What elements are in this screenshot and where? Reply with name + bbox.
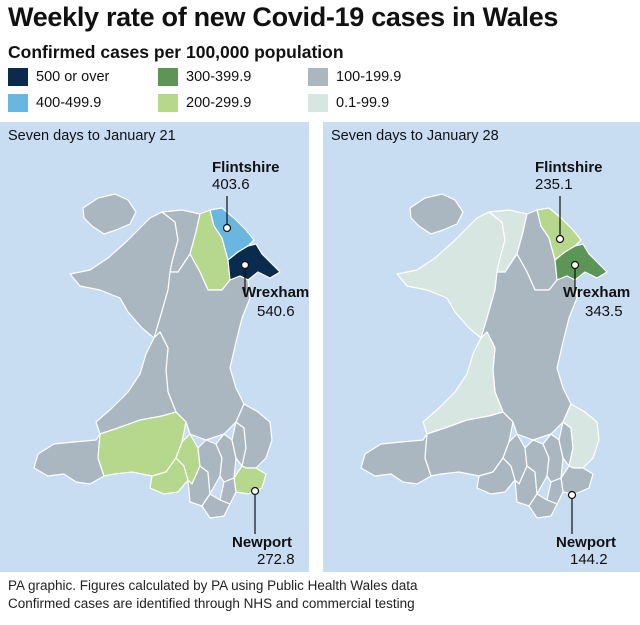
map-caption: Seven days to January 28: [331, 128, 499, 144]
callout-dot: [555, 234, 565, 244]
newport-value: 272.8: [257, 551, 295, 568]
flintshire-label: Flintshire: [535, 159, 603, 176]
legend-label: 500 or over: [36, 68, 110, 85]
legend-label: 100-199.9: [336, 68, 402, 85]
chart-title: Weekly rate of new Covid-19 cases in Wal…: [8, 2, 559, 32]
callout-dot: [222, 223, 232, 233]
wrexham-label: Wrexham: [242, 284, 310, 301]
region-anglesey: [409, 193, 464, 235]
newport-label: Newport: [556, 534, 616, 551]
map-caption: Seven days to January 21: [8, 128, 176, 144]
legend-item: 100-199.9: [308, 67, 458, 86]
source-line: Confirmed cases are identified through N…: [8, 596, 415, 611]
region-vale-of-glamorgan: [201, 493, 231, 519]
legend-swatch: [308, 67, 328, 86]
region-anglesey: [82, 193, 137, 235]
flintshire-value: 235.1: [535, 176, 573, 193]
flintshire-value: 403.6: [212, 176, 250, 193]
newport-value: 144.2: [570, 551, 608, 568]
callout-dot: [240, 260, 250, 270]
legend-swatch: [8, 67, 28, 86]
region-pembrokeshire: [33, 433, 105, 485]
region-cardiff: [546, 477, 564, 505]
legend-label: 0.1-99.9: [336, 94, 390, 111]
legend-label: 300-399.9: [186, 68, 252, 85]
newport-label: Newport: [232, 534, 292, 551]
region-monmouthshire: [562, 403, 600, 469]
wrexham-value: 343.5: [585, 303, 623, 320]
legend-swatch: [158, 93, 178, 112]
region-monmouthshire: [235, 403, 273, 469]
wrexham-value: 540.6: [257, 303, 295, 320]
legend-item: 200-299.9: [158, 93, 308, 112]
map-panel-january-21: Seven days to January 21: [0, 122, 309, 572]
wrexham-label: Wrexham: [563, 284, 631, 301]
region-vale-of-glamorgan: [528, 493, 558, 519]
legend-item: 400-499.9: [8, 93, 158, 112]
wales-map: [33, 193, 281, 534]
legend-item: 500 or over: [8, 67, 158, 86]
legend-swatch: [8, 93, 28, 112]
source-note: PA graphic. Figures calculated by PA usi…: [8, 577, 417, 613]
legend: 500 or over 300-399.9 100-199.9 400-499.…: [8, 67, 458, 112]
callout-markers: [555, 196, 580, 534]
legend-swatch: [158, 67, 178, 86]
legend-label: 400-499.9: [36, 94, 102, 111]
map-panel-january-28: Seven days to January 28: [323, 122, 640, 572]
callout-dot: [567, 490, 577, 500]
legend-item: 0.1-99.9: [308, 93, 458, 112]
legend-title: Confirmed cases per 100,000 population: [8, 42, 344, 62]
legend-swatch: [308, 93, 328, 112]
callout-markers: [222, 196, 260, 534]
region-newport: [233, 465, 267, 495]
wales-map: [360, 193, 608, 534]
callout-dot: [570, 260, 580, 270]
source-line: PA graphic. Figures calculated by PA usi…: [8, 578, 418, 593]
region-pembrokeshire: [360, 433, 432, 485]
callout-dot: [250, 486, 260, 496]
flintshire-label: Flintshire: [212, 159, 280, 176]
region-cardiff: [219, 477, 237, 505]
legend-item: 300-399.9: [158, 67, 308, 86]
region-newport: [560, 465, 594, 495]
legend-label: 200-299.9: [186, 94, 252, 111]
